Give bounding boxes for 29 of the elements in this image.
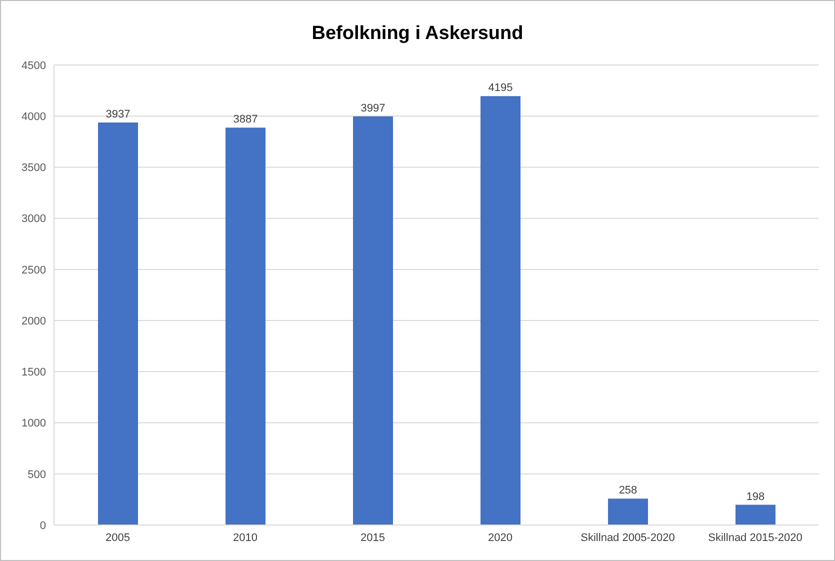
x-tick-label: 2015 [360,532,385,544]
x-tick-label: 2010 [233,532,258,544]
y-tick-label: 3500 [22,162,46,174]
x-tick-label: Skillnad 2015-2020 [708,532,802,544]
x-tick-label: 2020 [488,532,512,544]
y-tick-label: 4000 [22,111,46,124]
y-tick-label: 2500 [22,264,46,276]
data-label: 258 [618,484,638,497]
data-label: 198 [746,490,765,503]
data-label: 3937 [106,108,130,121]
bar [226,128,266,525]
bar [736,504,776,525]
y-tick-label: 1000 [22,418,46,430]
data-label: 3887 [233,114,258,126]
data-label: 3997 [360,102,386,114]
y-tick-label: 2000 [22,315,46,328]
chart-title: Befolkning i Askersund [310,23,524,46]
bar [353,116,393,525]
bar [480,96,520,525]
bar [98,122,138,525]
y-tick-label: 3000 [22,213,46,226]
data-label: 4195 [488,82,513,94]
bar [608,498,648,525]
x-tick-label: 2005 [106,532,130,544]
x-tick-label: Skillnad 2005-2020 [580,532,675,544]
y-tick-label: 1500 [22,366,46,379]
y-tick-label: 4500 [22,60,46,72]
y-tick-label: 500 [28,468,46,481]
y-tick-label: 0 [40,520,46,532]
